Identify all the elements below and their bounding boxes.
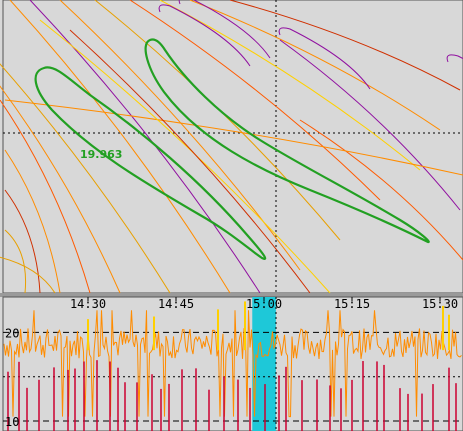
trace-curl — [278, 27, 371, 90]
lower-series — [3, 301, 462, 431]
upper-plot-panel: 19.963 — [0, 0, 463, 294]
trace-line — [0, 85, 121, 294]
trace-line — [0, 99, 91, 294]
trace-line — [4, 189, 41, 294]
trace-line — [4, 149, 61, 294]
x-tick-label: 15:00 — [246, 297, 282, 311]
trace-line — [299, 119, 463, 261]
trace-line — [59, 0, 301, 271]
x-tick-label: 14:45 — [158, 297, 194, 311]
trace-curl — [446, 54, 463, 63]
highlight-loop-1 — [34, 66, 267, 260]
trace-line — [189, 0, 441, 131]
trace-line — [4, 99, 463, 176]
highlight-loop-2 — [144, 38, 430, 244]
value-callout: 19.963 — [80, 148, 122, 161]
trace-line — [4, 229, 27, 294]
series-line — [3, 310, 462, 418]
trace-line — [159, 0, 421, 171]
trace-curl — [158, 4, 251, 67]
y-tick-label: 20 — [5, 326, 19, 340]
highlight-band — [252, 297, 276, 431]
trace-line — [229, 0, 461, 91]
trace-curl — [178, 0, 271, 59]
x-tick-label: 15:30 — [422, 297, 458, 311]
upper-plot-area — [2, 0, 463, 294]
x-tick-labels: 14:30 14:45 15:00 15:15 15:30 — [70, 297, 458, 311]
trace-line — [0, 256, 56, 294]
y-tick-label: 10 — [5, 415, 19, 429]
trace-line — [0, 63, 171, 294]
trace-line — [9, 0, 231, 294]
highlighted-traces — [34, 38, 430, 260]
x-tick-label: 14:30 — [70, 297, 106, 311]
x-tick-label: 15:15 — [334, 297, 370, 311]
panel-divider[interactable] — [0, 293, 463, 297]
trace-line — [279, 39, 461, 211]
trace-line — [129, 0, 381, 201]
trace-line — [69, 29, 311, 294]
